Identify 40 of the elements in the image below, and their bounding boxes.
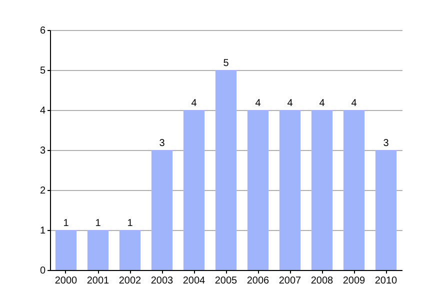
y-tick-label: 1 xyxy=(40,226,46,236)
bar xyxy=(151,150,173,270)
x-tick-label: 2000 xyxy=(54,276,78,286)
y-tick-label: 5 xyxy=(40,66,46,76)
x-tick-label: 2003 xyxy=(150,276,174,286)
y-tick-label: 4 xyxy=(40,106,46,116)
x-tick-label: 2001 xyxy=(86,276,110,286)
y-tick-label: 3 xyxy=(40,146,46,156)
y-tick-label: 2 xyxy=(40,186,46,196)
bar xyxy=(55,230,77,270)
data-label: 1 xyxy=(63,218,70,229)
bar xyxy=(375,150,397,270)
data-label: 3 xyxy=(159,138,166,149)
bar xyxy=(119,230,141,270)
data-label: 5 xyxy=(223,58,230,69)
y-tick-label: 6 xyxy=(40,26,46,36)
y-tick-label: 0 xyxy=(40,266,46,276)
bar xyxy=(183,110,205,270)
bar xyxy=(311,110,333,270)
bar xyxy=(215,70,237,270)
x-tick-label: 2009 xyxy=(342,276,366,286)
data-label: 1 xyxy=(95,218,102,229)
x-tick-label: 2007 xyxy=(278,276,302,286)
data-label: 4 xyxy=(255,98,262,109)
data-label: 4 xyxy=(319,98,326,109)
x-tick-label: 2008 xyxy=(310,276,334,286)
x-tick-label: 2002 xyxy=(118,276,142,286)
data-label: 4 xyxy=(287,98,294,109)
x-tick-label: 2004 xyxy=(182,276,206,286)
data-label: 4 xyxy=(351,98,358,109)
data-label: 4 xyxy=(191,98,198,109)
data-label: 1 xyxy=(127,218,134,229)
x-tick-label: 2010 xyxy=(374,276,398,286)
bar xyxy=(87,230,109,270)
bar xyxy=(247,110,269,270)
x-tick-label: 2006 xyxy=(246,276,270,286)
bar xyxy=(343,110,365,270)
data-label: 3 xyxy=(383,138,390,149)
bar xyxy=(279,110,301,270)
x-tick-label: 2005 xyxy=(214,276,238,286)
